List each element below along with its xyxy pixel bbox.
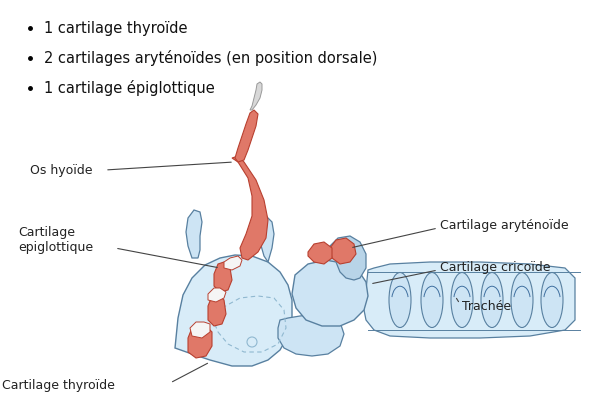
Ellipse shape <box>451 273 473 327</box>
Text: Os hyoïde: Os hyoïde <box>30 164 92 177</box>
Polygon shape <box>235 110 258 162</box>
Polygon shape <box>186 210 202 258</box>
Text: 1 cartilage épiglottique: 1 cartilage épiglottique <box>44 80 215 96</box>
Text: Trachée: Trachée <box>462 299 511 312</box>
Polygon shape <box>330 238 356 264</box>
Polygon shape <box>188 324 212 358</box>
Polygon shape <box>308 242 332 264</box>
Polygon shape <box>232 156 268 260</box>
Ellipse shape <box>481 273 503 327</box>
Polygon shape <box>278 314 344 356</box>
Text: Cartilage
epiglottique: Cartilage epiglottique <box>18 226 93 254</box>
Text: Cartilage thyroïde: Cartilage thyroïde <box>2 379 115 392</box>
Polygon shape <box>292 260 368 326</box>
Polygon shape <box>175 255 292 366</box>
Text: Cartilage aryténoïde: Cartilage aryténoïde <box>440 219 569 232</box>
Ellipse shape <box>421 273 443 327</box>
Polygon shape <box>214 262 232 292</box>
Ellipse shape <box>511 273 533 327</box>
Text: Cartilage cricoïde: Cartilage cricoïde <box>440 262 550 275</box>
Text: 2 cartilages aryténoïdes (en position dorsale): 2 cartilages aryténoïdes (en position do… <box>44 50 378 66</box>
Ellipse shape <box>541 273 563 327</box>
Text: 1 cartilage thyroïde: 1 cartilage thyroïde <box>44 20 188 35</box>
Polygon shape <box>224 256 242 270</box>
Polygon shape <box>190 322 210 338</box>
Polygon shape <box>364 262 575 338</box>
Polygon shape <box>326 236 366 280</box>
Polygon shape <box>208 294 226 326</box>
Polygon shape <box>258 216 274 262</box>
Polygon shape <box>208 288 226 302</box>
Ellipse shape <box>389 273 411 327</box>
Polygon shape <box>250 82 262 110</box>
